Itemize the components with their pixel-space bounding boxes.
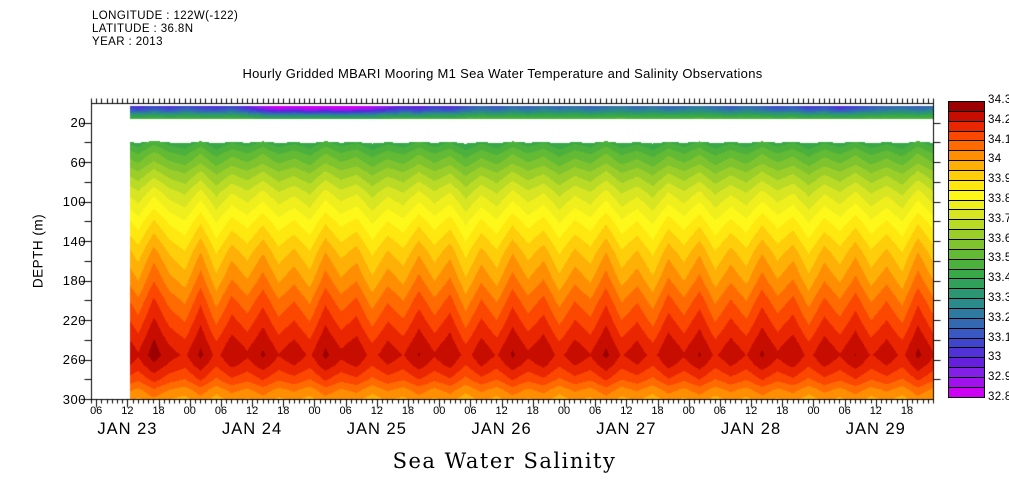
colorbar-cell	[949, 338, 984, 349]
colorbar-cell	[949, 269, 984, 280]
colorbar-tick-label: 33.2	[988, 311, 1009, 324]
colorbar-cell	[949, 190, 984, 201]
colorbar-tick-label: 33.7	[988, 212, 1009, 225]
colorbar-tick-label: 33.8	[988, 193, 1009, 205]
hour-tick-label: 18	[776, 405, 789, 417]
colorbar-tick-label: 33.1	[988, 331, 1009, 344]
colorbar-tick-label: 33.3	[988, 292, 1009, 304]
colorbar-cell	[949, 348, 984, 359]
hour-tick-label: 00	[682, 405, 695, 417]
day-label: JAN 25	[346, 420, 407, 438]
hour-tick-label: 06	[713, 405, 727, 417]
colorbar-cell	[949, 180, 984, 191]
colorbar-cell	[949, 121, 984, 132]
hour-tick-label: 18	[900, 405, 914, 417]
hour-tick-label: 12	[245, 405, 259, 417]
depth-axis-label: DEPTH (m)	[30, 213, 46, 289]
depth-tick-label: 220	[62, 312, 86, 328]
colorbar-cell	[949, 259, 984, 270]
hour-tick-label: 00	[807, 405, 820, 417]
colorbar-tick-label: 34.1	[988, 133, 1009, 146]
colorbar-tick-label: 34	[988, 153, 1002, 166]
colorbar-cell	[949, 230, 984, 241]
colorbar-cell	[949, 220, 984, 231]
hour-tick-label: 00	[433, 405, 446, 417]
hour-tick-label: 18	[526, 405, 539, 417]
depth-tick-label: 100	[62, 194, 86, 210]
colorbar-cell	[949, 328, 984, 339]
colorbar-cell	[949, 131, 984, 142]
colorbar-tick-label: 33.4	[988, 272, 1009, 285]
hour-tick-label: 18	[277, 405, 290, 417]
hour-tick-label: 12	[495, 405, 508, 417]
colorbar-cell	[949, 368, 984, 379]
hour-tick-label: 12	[620, 405, 633, 417]
colorbar-cell	[949, 111, 984, 122]
depth-tick-label: 300	[62, 391, 86, 407]
hour-tick-label: 00	[183, 405, 196, 417]
hour-tick-label: 06	[214, 405, 228, 417]
colorbar-cell	[949, 102, 984, 112]
colorbar-tick-label: 33	[988, 351, 1002, 364]
header-longitude: LONGITUDE : 122W(-122)	[92, 10, 239, 22]
colorbar-cell	[949, 309, 984, 319]
hour-tick-label: 06	[339, 405, 352, 417]
colorbar-cell	[949, 318, 984, 329]
day-label: JAN 24	[222, 420, 283, 438]
colorbar-tick-label: 33.9	[988, 173, 1009, 186]
colorbar-tick-label: 34.3	[988, 94, 1009, 106]
colorbar-tick-label: 32.9	[988, 371, 1009, 384]
depth-tick-label: 260	[62, 352, 86, 368]
hour-tick-label: 06	[90, 405, 103, 417]
colorbar-cell	[949, 200, 984, 211]
hour-tick-label: 06	[589, 405, 602, 417]
plot-title: Hourly Gridded MBARI Mooring M1 Sea Wate…	[242, 66, 763, 81]
colorbar-cell	[949, 151, 984, 162]
hour-tick-label: 18	[651, 405, 664, 417]
colorbar-cell	[949, 210, 984, 221]
colorbar-cell	[949, 249, 984, 260]
colorbar-tick-label: 34.2	[988, 113, 1009, 126]
colorbar-cell	[949, 387, 984, 397]
hour-tick-label: 00	[308, 405, 321, 417]
colorbar	[948, 101, 985, 398]
colorbar-cell	[949, 299, 984, 310]
colorbar-cell	[949, 358, 984, 369]
hour-tick-label: 18	[152, 405, 165, 417]
day-label: JAN 28	[721, 420, 782, 438]
colorbar-cell	[949, 141, 984, 152]
day-label: JAN 23	[97, 420, 158, 438]
footer-title: Sea Water Salinity	[392, 449, 617, 473]
day-label: JAN 27	[596, 420, 657, 438]
header-latitude: LATITUDE : 36.8N	[92, 23, 194, 35]
colorbar-tick-label: 33.5	[988, 252, 1009, 265]
colorbar-cell	[949, 289, 984, 300]
hour-tick-label: 06	[838, 405, 851, 417]
colorbar-cell	[949, 161, 984, 172]
depth-tick-label: 180	[62, 273, 86, 289]
depth-tick-label: 140	[62, 233, 86, 249]
hour-tick-label: 00	[557, 405, 571, 417]
depth-tick-label: 60	[70, 154, 86, 170]
hour-tick-label: 12	[869, 405, 882, 417]
colorbar-tick-label: 32.8	[988, 391, 1009, 403]
hour-tick-label: 12	[121, 405, 134, 417]
colorbar-cell	[949, 240, 984, 250]
colorbar-cell	[949, 378, 984, 388]
depth-tick-label: 20	[70, 115, 86, 131]
header-year: YEAR : 2013	[92, 36, 163, 48]
colorbar-cell	[949, 279, 984, 290]
colorbar-tick-label: 33.6	[988, 232, 1009, 245]
hour-tick-label: 12	[744, 405, 758, 417]
hour-tick-label: 12	[370, 405, 383, 417]
day-label: JAN 29	[845, 420, 906, 438]
hour-tick-label: 18	[401, 405, 415, 417]
day-label: JAN 26	[471, 420, 532, 438]
hour-tick-label: 06	[464, 405, 477, 417]
colorbar-cell	[949, 171, 984, 181]
